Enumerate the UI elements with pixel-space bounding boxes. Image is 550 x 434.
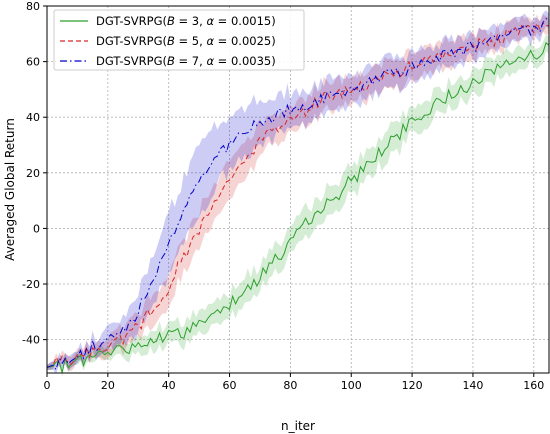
y-tick-label: 0 [33, 222, 40, 235]
y-tick-label: 80 [26, 0, 40, 13]
x-tick-label: 20 [101, 379, 115, 392]
plot-frame [46, 5, 550, 374]
series-lines [46, 17, 550, 373]
axis-ticks: 0 20 40 60 80 100 120 140 160 -40 -20 0 20 40 60 80 [22, 0, 544, 392]
legend-label: DGT-SVRPG(B = 3, α = 0.0015) [96, 14, 276, 28]
series-line [46, 22, 550, 368]
y-tick-label: -40 [22, 334, 40, 347]
x-tick-label: 140 [462, 379, 483, 392]
y-tick-label: 40 [26, 111, 40, 124]
x-axis-label: n_iter [281, 419, 315, 433]
series-line [46, 42, 550, 373]
y-axis-label: Averaged Global Return [3, 118, 17, 261]
series-line [46, 17, 550, 371]
x-tick-label: 0 [44, 379, 51, 392]
series-band [47, 10, 549, 375]
y-tick-label: -20 [22, 278, 40, 291]
legend-label: DGT-SVRPG(B = 5, α = 0.0025) [96, 34, 276, 48]
legend-label: DGT-SVRPG(B = 7, α = 0.0035) [96, 54, 276, 68]
legend-box [53, 9, 305, 71]
series-band [47, 34, 549, 377]
x-tick-label: 160 [523, 379, 544, 392]
x-tick-label: 80 [283, 379, 297, 392]
legend: DGT-SVRPG(B = 3, α = 0.0015) DGT-SVRPG(B … [53, 9, 305, 71]
series-band [47, 14, 549, 372]
x-tick-label: 60 [223, 379, 237, 392]
x-tick-label: 40 [162, 379, 176, 392]
y-tick-label: 20 [26, 167, 40, 180]
x-tick-label: 100 [341, 379, 362, 392]
y-tick-label: 60 [26, 56, 40, 69]
confidence-bands [47, 10, 549, 377]
x-tick-label: 120 [402, 379, 423, 392]
